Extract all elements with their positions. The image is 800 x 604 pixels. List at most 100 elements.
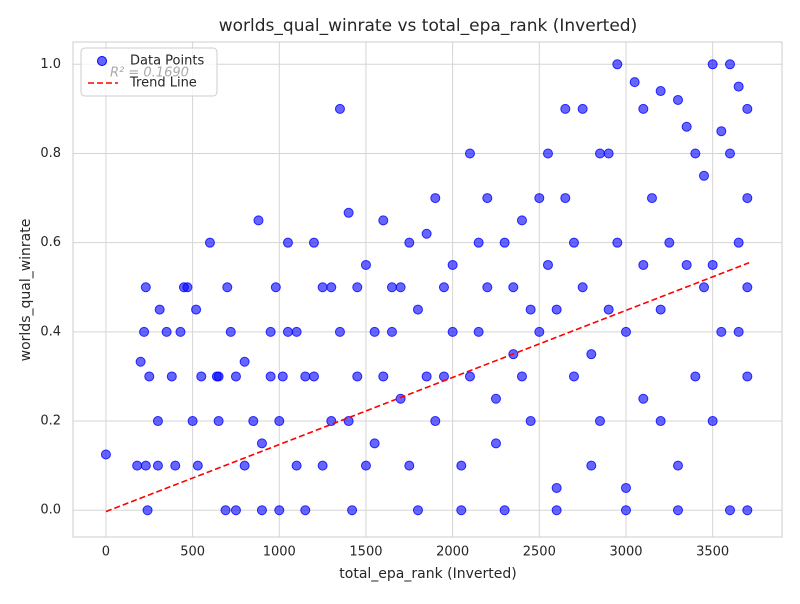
data-point: [161, 326, 172, 337]
data-point: [343, 207, 354, 218]
data-point: [352, 371, 363, 382]
data-point: [152, 416, 163, 427]
data-point: [378, 215, 389, 226]
data-point: [742, 103, 753, 114]
data-point: [144, 371, 155, 382]
data-point: [638, 393, 649, 404]
data-point: [220, 505, 231, 516]
data-point: [347, 505, 358, 516]
data-point: [551, 482, 562, 493]
data-point: [317, 460, 328, 471]
data-point: [464, 371, 475, 382]
data-point: [291, 326, 302, 337]
data-point: [213, 416, 224, 427]
x-tick-label: 2000: [436, 545, 469, 560]
data-point: [586, 460, 597, 471]
data-point: [464, 148, 475, 159]
data-point: [733, 326, 744, 337]
data-point: [551, 304, 562, 315]
data-point: [270, 282, 281, 293]
data-point: [100, 449, 111, 460]
y-tick-label: 0.4: [40, 324, 61, 339]
data-point: [568, 371, 579, 382]
x-tick-label: 2500: [523, 545, 556, 560]
data-point: [430, 416, 441, 427]
legend-marker: [97, 56, 107, 66]
plot-frame: [72, 41, 783, 538]
data-point: [594, 416, 605, 427]
data-point: [733, 237, 744, 248]
data-point: [716, 126, 727, 137]
data-point: [253, 215, 264, 226]
data-point: [664, 237, 675, 248]
data-point: [620, 505, 631, 516]
data-point: [742, 505, 753, 516]
data-point: [724, 148, 735, 159]
data-point: [542, 148, 553, 159]
data-point: [490, 393, 501, 404]
data-point: [586, 349, 597, 360]
x-tick-label: 0: [102, 545, 110, 560]
data-point: [551, 505, 562, 516]
data-point: [326, 416, 337, 427]
data-point: [724, 505, 735, 516]
data-point: [698, 170, 709, 181]
trend-line: [105, 261, 750, 513]
data-point: [456, 460, 467, 471]
data-point: [447, 326, 458, 337]
data-point: [360, 259, 371, 270]
data-point: [516, 215, 527, 226]
data-point: [317, 282, 328, 293]
data-point: [291, 460, 302, 471]
data-point: [360, 460, 371, 471]
data-point: [196, 371, 207, 382]
x-tick-label: 3000: [609, 545, 642, 560]
data-point: [274, 416, 285, 427]
data-point: [256, 438, 267, 449]
data-point: [265, 371, 276, 382]
data-point: [239, 356, 250, 367]
grid: [73, 42, 782, 537]
data-point: [308, 371, 319, 382]
data-point: [265, 326, 276, 337]
data-point: [638, 259, 649, 270]
data-point: [655, 416, 666, 427]
data-point: [707, 416, 718, 427]
data-point: [473, 237, 484, 248]
data-point: [716, 326, 727, 337]
y-tick-label: 0.0: [40, 503, 61, 518]
data-point: [140, 282, 151, 293]
data-point: [225, 326, 236, 337]
data-point: [334, 326, 345, 337]
data-point: [603, 304, 614, 315]
data-point: [230, 505, 241, 516]
data-point: [707, 259, 718, 270]
data-point: [438, 282, 449, 293]
legend-box: [80, 47, 218, 97]
data-point: [369, 326, 380, 337]
data-point: [132, 460, 143, 471]
data-point: [343, 416, 354, 427]
data-point: [300, 505, 311, 516]
data-point: [508, 282, 519, 293]
x-tick-label: 1500: [349, 545, 382, 560]
data-point: [525, 304, 536, 315]
data-point: [239, 460, 250, 471]
data-point: [192, 460, 203, 471]
y-tick-label: 0.2: [40, 414, 61, 429]
data-point: [690, 148, 701, 159]
data-point: [620, 482, 631, 493]
data-point: [707, 59, 718, 70]
y-tick-label: 0.6: [40, 235, 61, 250]
annotation: R² = 0.1690: [110, 66, 189, 81]
data-point: [672, 460, 683, 471]
data-point: [629, 77, 640, 88]
plot-marks: [100, 59, 753, 516]
data-point: [733, 81, 744, 92]
data-point: [525, 416, 536, 427]
data-point: [404, 237, 415, 248]
data-point: [152, 460, 163, 471]
data-point: [568, 237, 579, 248]
data-point: [386, 282, 397, 293]
